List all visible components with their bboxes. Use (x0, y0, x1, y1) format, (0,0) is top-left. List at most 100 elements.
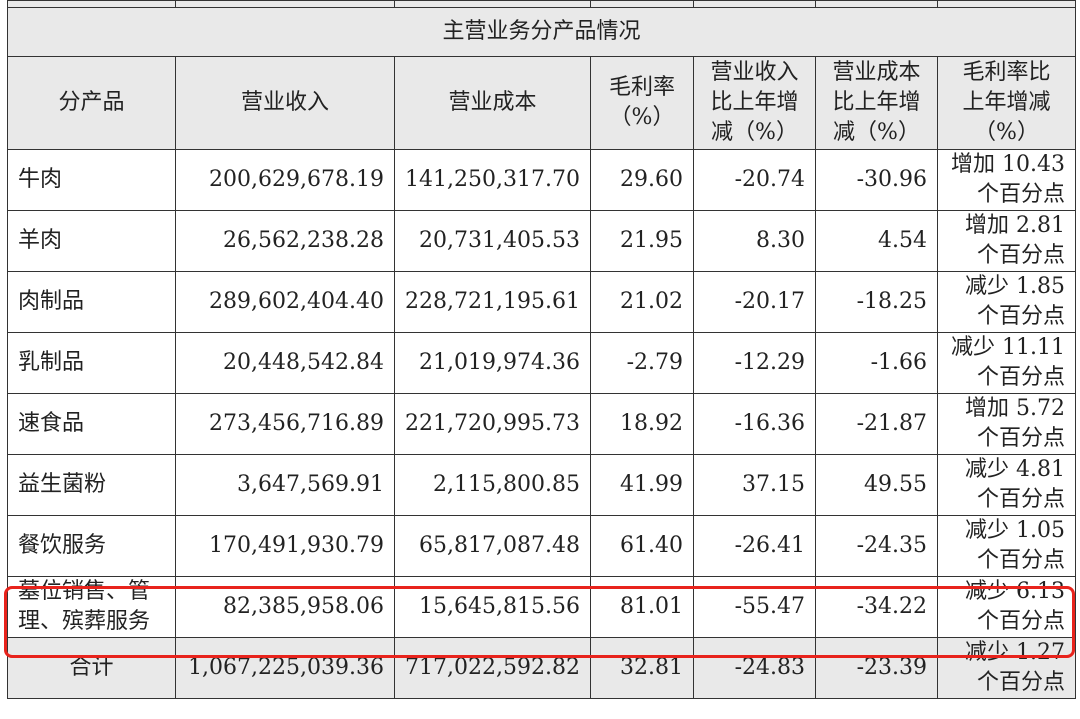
value-cell: 49.55 (815, 454, 938, 516)
cell-line: 墓位销售、管 (18, 579, 151, 604)
cell-line: 21,019,974.36 (419, 350, 580, 375)
header-cell: 营业收入 (175, 56, 395, 150)
cell-line: 个百分点 (976, 548, 1065, 573)
cell-line: 81.01 (620, 594, 683, 619)
cell-line: -21.87 (856, 411, 927, 436)
product-cell: 速食品 (7, 393, 176, 455)
value-cell: 273,456,716.89 (175, 393, 395, 455)
value-cell: 增加 10.43 个百分点 (937, 149, 1076, 211)
value-cell: 21.02 (590, 271, 694, 333)
value-cell: 1,067,225,039.36 (175, 637, 395, 699)
cell-line: 170,491,930.79 (209, 533, 384, 558)
cell-line: 营业收入 (710, 60, 799, 85)
value-cell: 41.99 (590, 454, 694, 516)
value-cell: 减少 11.11 个百分点 (937, 332, 1076, 394)
cell-line: 个百分点 (976, 243, 1065, 268)
value-cell: 61.40 (590, 515, 694, 577)
cell-line: 32.81 (620, 655, 683, 680)
data-row: 乳制品 20,448,542.84 21,019,974.36 -2.79 -12.29… (7, 332, 1076, 394)
cell-line: 毛利率比 (962, 60, 1051, 85)
value-cell: 20,731,405.53 (394, 210, 591, 272)
cell-line: 减少 4.81 (965, 457, 1065, 482)
cell-line: 减少 1.85 (965, 274, 1065, 299)
cell-line: 减少 1.27 (965, 640, 1065, 665)
cell-line: 个百分点 (976, 182, 1065, 207)
value-cell: -2.79 (590, 332, 694, 394)
cell-line: 益生菌粉 (18, 472, 107, 497)
cell-line: 速食品 (18, 411, 85, 436)
product-cell: 合计 (7, 637, 176, 699)
value-cell: 增加 2.81 个百分点 (937, 210, 1076, 272)
product-cell: 牛肉 (7, 149, 176, 211)
cell-line: 26,562,238.28 (223, 228, 384, 253)
value-cell: -34.22 (815, 576, 938, 638)
cell-line: 合计 (69, 655, 114, 680)
value-cell: 减少 6.13 个百分点 (937, 576, 1076, 638)
header-cell: 分产品 (7, 56, 176, 150)
cell-line: 餐饮服务 (18, 533, 107, 558)
cell-line: 减（%） (711, 120, 798, 145)
cell-line: 717,022,592.82 (405, 655, 580, 680)
value-cell: 170,491,930.79 (175, 515, 395, 577)
cell (815, 0, 938, 8)
cell-line: （%） (609, 105, 675, 130)
cell-line: 221,720,995.73 (405, 411, 580, 436)
value-cell: 3,647,569.91 (175, 454, 395, 516)
cell (7, 0, 176, 8)
value-cell: 200,629,678.19 (175, 149, 395, 211)
value-cell: -16.36 (693, 393, 816, 455)
cell-line: （%） (974, 120, 1039, 145)
cell-line: 营业收入 (240, 90, 329, 115)
value-cell: 20,448,542.84 (175, 332, 395, 394)
value-cell: 32.81 (590, 637, 694, 699)
cell-line: 8.30 (756, 228, 805, 253)
cell-line: -16.36 (734, 411, 805, 436)
cell-line: -34.22 (856, 594, 927, 619)
cell-line: 49.55 (864, 472, 927, 497)
value-cell: -21.87 (815, 393, 938, 455)
cell-line: 61.40 (620, 533, 683, 558)
cell-line: -18.25 (856, 289, 927, 314)
table-body: 主营业务分产品情况 分产品 营业收入 营业成本 毛利率 （%） 营业收入 比上年增 减（%）营… (7, 0, 1076, 699)
value-cell: 15,645,815.56 (394, 576, 591, 638)
product-cell: 肉制品 (7, 271, 176, 333)
data-row: 速食品 273,456,716.89 221,720,995.73 18.92 -16.… (7, 393, 1076, 455)
cell-line: -2.79 (626, 350, 683, 375)
data-row: 肉制品 289,602,404.40 228,721,195.61 21.02 -20.… (7, 271, 1076, 333)
data-row: 羊肉 26,562,238.28 20,731,405.53 21.95 8.30 4.5… (7, 210, 1076, 272)
cell-line: 减少 6.13 (965, 579, 1065, 604)
cell-line: 减少 1.05 (965, 518, 1065, 543)
value-cell: 21,019,974.36 (394, 332, 591, 394)
cell-line: 289,602,404.40 (209, 289, 384, 314)
cell-line: 37.15 (742, 472, 805, 497)
cell-line: 41.99 (620, 472, 683, 497)
value-cell: 37.15 (693, 454, 816, 516)
cell-line: 82,385,958.06 (223, 594, 384, 619)
cell-line: 营业成本 (832, 60, 921, 85)
value-cell: 141,250,317.70 (394, 149, 591, 211)
cell-line: 比上年增 (710, 90, 799, 115)
cell-line: 个百分点 (976, 365, 1065, 390)
cell-line: 21.95 (620, 228, 683, 253)
cell-line: 减少 11.11 (951, 335, 1065, 360)
cell-line: 个百分点 (976, 304, 1065, 329)
cell-line: 4.54 (878, 228, 927, 253)
value-cell: -20.17 (693, 271, 816, 333)
cell-line: -1.66 (870, 350, 927, 375)
cell-line: 减（%） (833, 120, 920, 145)
cell-line: 273,456,716.89 (209, 411, 384, 436)
value-cell: 减少 4.81 个百分点 (937, 454, 1076, 516)
value-cell: 65,817,087.48 (394, 515, 591, 577)
total-row: 合计 1,067,225,039.36 717,022,592.82 32.81 -24… (7, 637, 1076, 699)
cell-line: 3,647,569.91 (237, 472, 384, 497)
cell-line: -26.41 (734, 533, 805, 558)
cell-line: 20,448,542.84 (223, 350, 384, 375)
value-cell: 减少 1.85 个百分点 (937, 271, 1076, 333)
product-cell: 餐饮服务 (7, 515, 176, 577)
cell (937, 0, 1076, 8)
cell-line: 200,629,678.19 (209, 167, 384, 192)
product-table: 主营业务分产品情况 分产品 营业收入 营业成本 毛利率 （%） 营业收入 比上年增 减（%）营… (7, 0, 1076, 699)
value-cell: 221,720,995.73 (394, 393, 591, 455)
value-cell: 82,385,958.06 (175, 576, 395, 638)
